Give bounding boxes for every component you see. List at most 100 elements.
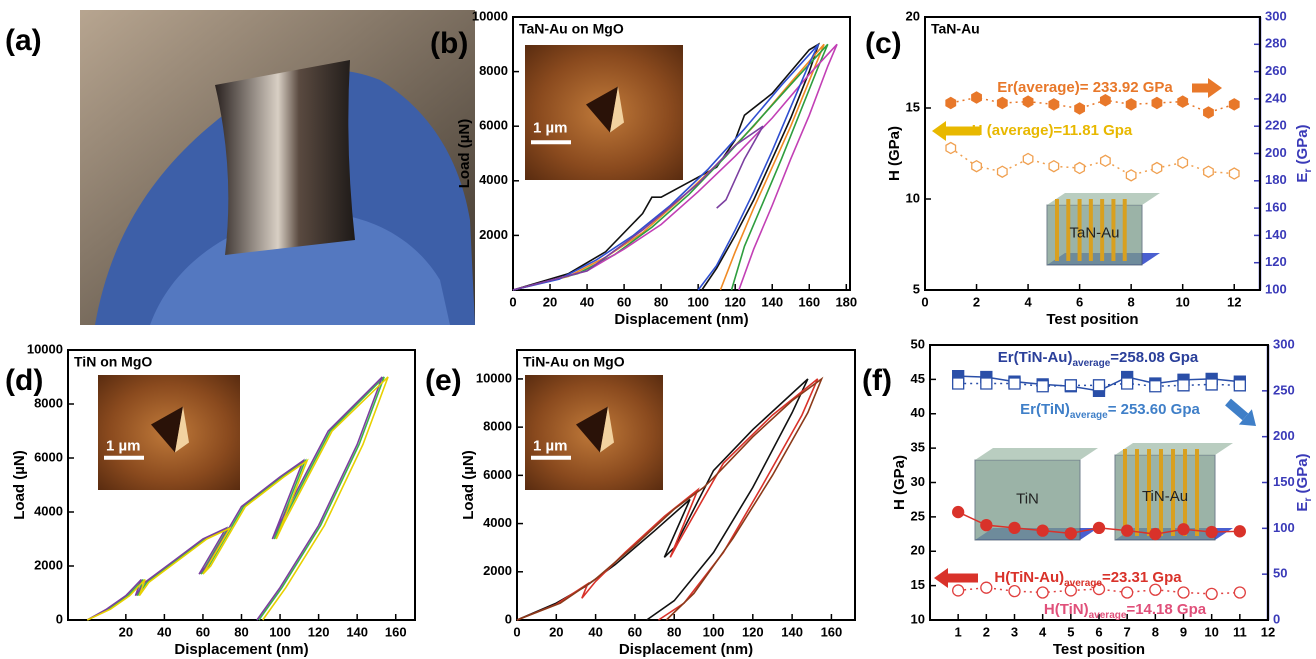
data-point <box>981 378 992 389</box>
x-tick-label: 80 <box>234 624 248 639</box>
inset-label: TiN <box>1016 490 1039 507</box>
data-point <box>1204 166 1214 177</box>
x-tick-label: 12 <box>1261 624 1275 639</box>
panel-label: (e) <box>425 364 462 397</box>
y-axis-label: Load (µN) <box>11 450 28 519</box>
y2-tick-label: 300 <box>1265 8 1287 23</box>
data-point <box>1037 525 1048 536</box>
x-tick-label: 10 <box>1204 624 1218 639</box>
y-tick-label: 8000 <box>479 63 508 78</box>
chart-title: TaN-Au <box>931 21 980 37</box>
text-part: average <box>1064 578 1102 589</box>
x-tick-label: 140 <box>781 624 803 639</box>
data-point <box>1094 380 1105 391</box>
x-tick-label: 40 <box>588 624 602 639</box>
arrow-head <box>934 568 948 588</box>
y-tick-label: 0 <box>56 611 63 626</box>
pillar <box>1195 449 1199 536</box>
x-tick-label: 180 <box>835 294 857 309</box>
scale-label: 1 µm <box>533 120 568 137</box>
data-point <box>1178 380 1189 391</box>
data-point <box>1122 587 1133 598</box>
y2-tick-label: 0 <box>1273 611 1280 626</box>
annotation: H(TiN)average=14.18 Gpa <box>1044 601 1207 621</box>
x-tick-label: 160 <box>798 294 820 309</box>
x-tick-label: 12 <box>1227 294 1241 309</box>
x-tick-label: 0 <box>513 624 520 639</box>
data-point <box>1178 96 1188 107</box>
data-point <box>1150 529 1161 540</box>
y-tick-label: 15 <box>911 577 925 592</box>
y-tick-label: 15 <box>906 99 920 114</box>
x-tick-label: 5 <box>1067 624 1074 639</box>
data-point <box>1206 588 1217 599</box>
y2-tick-label: 200 <box>1273 428 1295 443</box>
y-tick-label: 50 <box>911 336 925 351</box>
data-point <box>1101 95 1111 106</box>
data-point <box>1234 587 1245 598</box>
data-point <box>1206 527 1217 538</box>
data-point <box>1037 381 1048 392</box>
x-tick-label: 9 <box>1180 624 1187 639</box>
panel-label: (b) <box>430 27 468 60</box>
x-tick-label: 1 <box>955 624 962 639</box>
data-point <box>1009 586 1020 597</box>
text-part: (GPa) <box>1294 124 1311 168</box>
text-part: =23.31 Gpa <box>1102 569 1182 586</box>
data-point <box>1152 97 1162 108</box>
data-point <box>1065 380 1076 391</box>
x-tick-label: 11 <box>1233 624 1247 639</box>
y-tick-label: 2000 <box>483 563 512 578</box>
y2-tick-label: 180 <box>1265 172 1287 187</box>
y2-tick-label: 160 <box>1265 200 1287 215</box>
data-point <box>1075 103 1085 114</box>
y-tick-label: 0 <box>505 611 512 626</box>
x-tick-label: 60 <box>617 294 631 309</box>
y-tick-label: 20 <box>911 543 925 558</box>
x-axis-label: Displacement (nm) <box>174 641 308 658</box>
x-tick-label: 6 <box>1076 294 1083 309</box>
text-part: average <box>1089 610 1127 621</box>
data-point <box>1126 170 1136 181</box>
data-point <box>1065 528 1076 539</box>
x-axis-label: Displacement (nm) <box>619 641 753 658</box>
annotation: Er(TiN-Au)average=258.08 Gpa <box>998 349 1199 369</box>
x-tick-label: 140 <box>346 624 368 639</box>
panel-label: (a) <box>5 24 42 57</box>
data-point <box>1037 587 1048 598</box>
text-part: average <box>1070 410 1108 421</box>
x-tick-label: 8 <box>1152 624 1159 639</box>
scale-label: 1 µm <box>533 437 568 454</box>
y2-tick-label: 120 <box>1265 254 1287 269</box>
y-tick-label: 30 <box>911 474 925 489</box>
text-part: E <box>1294 173 1311 183</box>
data-point <box>946 143 956 154</box>
y-axis-label: Load (µN) <box>460 450 477 519</box>
series-line <box>951 98 1234 113</box>
y-tick-label: 45 <box>911 371 925 386</box>
annotation: H (average)=11.81 Gpa <box>972 122 1133 139</box>
x-tick-label: 160 <box>821 624 843 639</box>
pillar <box>1123 199 1127 261</box>
x-tick-label: 40 <box>580 294 594 309</box>
x-tick-label: 20 <box>549 624 563 639</box>
text-part: =14.18 Gpa <box>1126 601 1206 618</box>
data-point <box>1234 380 1245 391</box>
series-line <box>951 148 1234 175</box>
text-part: E <box>1294 502 1311 512</box>
y-tick-label: 20 <box>906 8 920 23</box>
x-tick-label: 100 <box>687 294 709 309</box>
x-tick-label: 140 <box>761 294 783 309</box>
x-tick-label: 100 <box>703 624 725 639</box>
x-tick-label: 2 <box>983 624 990 639</box>
x-axis-label: Test position <box>1053 641 1145 658</box>
x-tick-label: 0 <box>921 294 928 309</box>
y2-tick-label: 140 <box>1265 227 1287 242</box>
x-tick-label: 120 <box>724 294 746 309</box>
chart-title: TaN-Au on MgO <box>519 21 624 37</box>
text-part: Er(TiN) <box>1020 401 1070 418</box>
x-tick-label: 20 <box>119 624 133 639</box>
y2-tick-label: 220 <box>1265 118 1287 133</box>
inset-label: TiN-Au <box>1142 488 1188 505</box>
film-top <box>975 448 1098 460</box>
